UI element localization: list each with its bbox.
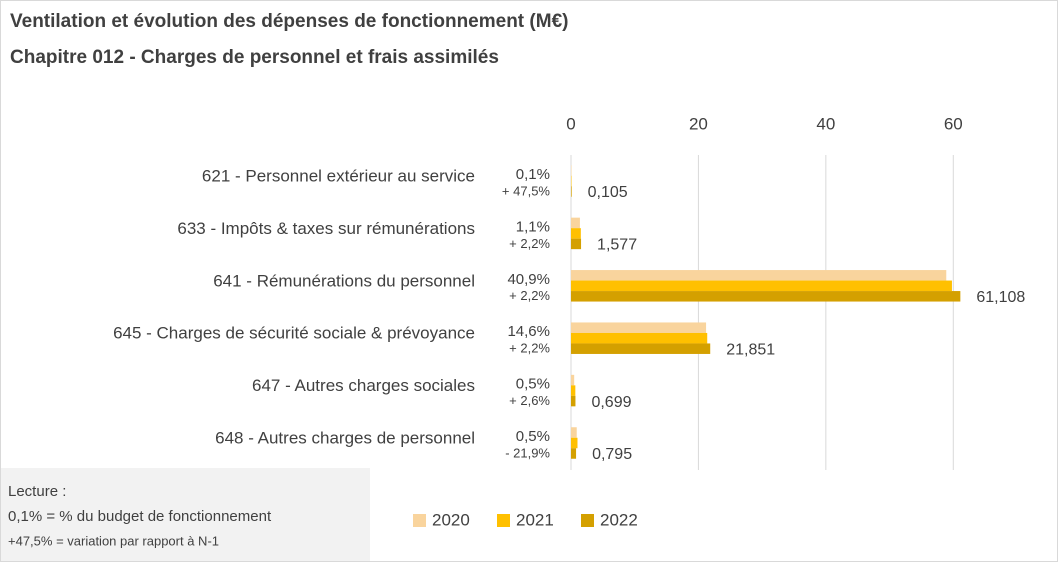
category-label: 641 - Rémunérations du personnel xyxy=(213,271,475,290)
value-label: 0,699 xyxy=(591,394,631,411)
bar xyxy=(571,395,576,407)
bar xyxy=(571,217,580,229)
variation-label: + 2,6% xyxy=(509,393,550,408)
bar xyxy=(571,322,707,333)
x-tick-label: 20 xyxy=(689,114,708,133)
variation-label: + 2,2% xyxy=(509,341,550,356)
x-tick-label: 40 xyxy=(816,114,835,133)
bar xyxy=(571,228,581,239)
note-line: Lecture : xyxy=(8,483,66,500)
legend-swatch xyxy=(581,514,594,527)
share-label: 0,5% xyxy=(516,376,550,393)
chart-title: Ventilation et évolution des dépenses de… xyxy=(10,11,568,32)
legend-label: 2022 xyxy=(600,510,638,529)
bar xyxy=(571,270,947,281)
chart-subtitle: Chapitre 012 - Charges de personnel et f… xyxy=(10,47,499,68)
bar xyxy=(571,374,575,386)
variation-label: + 2,2% xyxy=(509,236,550,251)
share-label: 0,5% xyxy=(516,428,550,445)
category-label: 621 - Personnel extérieur au service xyxy=(202,166,475,185)
bar xyxy=(571,280,952,292)
variation-label: + 47,5% xyxy=(502,183,551,198)
value-label: 0,795 xyxy=(592,446,632,463)
bar xyxy=(571,427,577,438)
category-label: 648 - Autres charges de personnel xyxy=(215,428,475,447)
share-label: 14,6% xyxy=(507,323,550,340)
category-label: 633 - Impôts & taxes sur rémunérations xyxy=(177,219,475,238)
category-label: 647 - Autres charges sociales xyxy=(252,376,475,395)
note-box xyxy=(1,468,370,561)
share-label: 0,1% xyxy=(516,166,550,183)
bar xyxy=(571,238,582,250)
share-label: 40,9% xyxy=(507,271,550,288)
value-label: 1,577 xyxy=(597,237,637,254)
variation-label: + 2,2% xyxy=(509,288,550,303)
bar xyxy=(571,332,708,344)
legend-label: 2020 xyxy=(432,510,470,529)
bar xyxy=(571,186,572,197)
legend-swatch xyxy=(497,514,510,527)
legend-swatch xyxy=(413,514,426,527)
share-label: 1,1% xyxy=(516,218,550,235)
bar xyxy=(571,385,576,396)
note-line: +47,5% = variation par rapport à N-1 xyxy=(8,533,219,548)
x-tick-label: 60 xyxy=(944,114,963,133)
bar xyxy=(571,343,711,354)
variation-label: - 21,9% xyxy=(505,445,550,460)
bar xyxy=(571,437,578,449)
x-tick-label: 0 xyxy=(566,114,575,133)
note-line: 0,1% = % du budget de fonctionnement xyxy=(8,508,272,525)
legend-label: 2021 xyxy=(516,510,554,529)
bar xyxy=(571,291,961,302)
category-label: 645 - Charges de sécurité sociale & prév… xyxy=(113,324,475,343)
bar xyxy=(571,448,577,459)
value-label: 61,108 xyxy=(976,289,1025,306)
value-label: 0,105 xyxy=(588,184,628,201)
value-label: 21,851 xyxy=(726,341,775,358)
